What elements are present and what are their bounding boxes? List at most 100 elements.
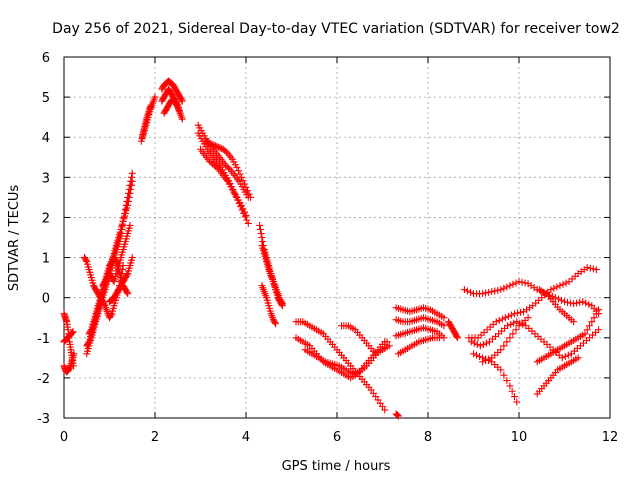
data-point [207,140,215,148]
data-point [595,326,603,334]
data-point [564,298,572,306]
data-point [497,366,505,374]
series-arc-38 [533,306,603,366]
data-point [524,314,532,322]
y-tick-label: 0 [42,292,50,307]
data-point [513,398,521,406]
data-point [500,284,508,292]
series-arc-36 [479,314,532,366]
data-point [515,278,523,286]
series-arc-27 [392,304,448,322]
data-point [244,187,252,195]
data-point [124,197,132,205]
y-tick-label: -2 [37,372,50,387]
data-point [278,298,286,306]
data-point [482,339,490,347]
data-point [550,284,558,292]
data-point [583,326,591,334]
data-point [240,208,248,216]
y-tick-label: 2 [42,211,50,226]
data-point [237,173,245,181]
data-point [440,322,448,330]
data-point [497,346,505,354]
data-point [256,225,264,233]
data-point [498,315,506,323]
data-point [581,330,589,338]
y-tick-label: 5 [42,91,50,106]
data-point [209,141,217,149]
data-point [485,355,493,363]
data-point [454,334,462,342]
data-point [482,357,490,365]
data-point [559,280,567,288]
data-point [123,271,131,279]
data-point [460,286,468,294]
y-tick-label: -3 [37,412,50,427]
data-point [488,288,496,296]
data-point [479,340,487,348]
x-tick-label: 4 [242,430,250,445]
data-point [256,221,264,229]
data-point [553,283,561,291]
data-point [176,109,184,117]
x-tick-label: 6 [333,430,341,445]
data-point [503,283,511,291]
data-point [557,296,565,304]
data-point [592,310,600,318]
data-point [213,164,221,172]
data-point [241,213,249,221]
series-arc-12 [158,77,186,105]
data-point [257,229,265,237]
data-point [204,139,212,147]
series-arc-9 [106,254,136,306]
data-point [492,318,500,326]
data-point [109,276,117,284]
data-point [592,266,600,274]
data-point [479,290,487,298]
data-point [590,314,598,322]
data-point [259,238,267,246]
series-arc-33 [465,264,600,342]
series-arc-24 [301,338,391,378]
y-tick-label: 6 [42,51,50,66]
data-point [508,387,516,395]
data-point [247,193,255,201]
data-point [463,287,471,295]
series-arc-14 [160,95,184,117]
data-point [573,299,581,307]
series-arc-21 [258,282,280,328]
data-point [216,144,224,152]
x-tick-label: 10 [511,430,528,445]
x-tick-label: 2 [151,430,159,445]
data-point [394,411,402,419]
data-point [272,320,280,328]
data-point [201,137,209,145]
data-point [512,326,520,334]
data-point [579,298,587,306]
data-point [506,334,514,342]
data-point [128,169,136,177]
data-point [68,329,76,337]
data-point [500,371,508,379]
data-point [562,279,570,287]
data-point [547,286,555,294]
data-point [554,295,562,303]
series-arc-20 [258,242,286,308]
data-point [507,320,515,328]
data-point [453,332,461,340]
data-point [242,183,250,191]
data-point [173,102,181,110]
data-point [126,189,134,197]
data-point [213,143,221,151]
x-tick-label: 0 [60,430,68,445]
data-point [236,170,244,178]
data-point [239,205,247,213]
y-tick-label: 4 [42,131,50,146]
data-point [466,288,474,296]
data-point [506,382,514,390]
data-point [234,167,242,175]
data-point [509,330,517,338]
data-point [510,393,518,401]
